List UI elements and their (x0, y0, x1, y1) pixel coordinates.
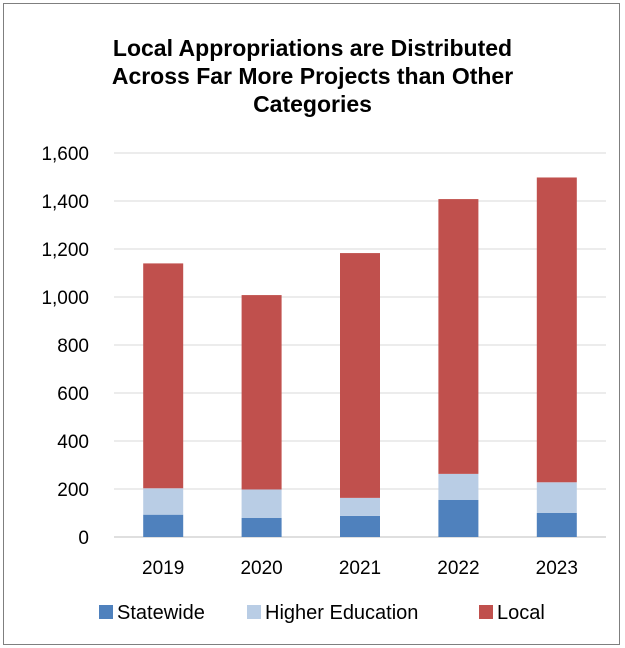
bar-local (241, 295, 282, 490)
y-tick-label: 1,400 (41, 192, 89, 213)
chart-title-line-2: Across Far More Projects than Other (111, 63, 514, 89)
legend-label: Statewide (117, 602, 205, 624)
x-axis-ticks: 2019 2020 2021 2022 2023 (142, 558, 578, 579)
bar-local (340, 253, 380, 498)
bar-higher-education (143, 488, 184, 515)
y-tick-label: 600 (57, 384, 89, 405)
y-axis-ticks: 0 200 400 600 800 1,000 1,200 1,400 1,600 (41, 144, 89, 549)
x-tick-label: 2023 (536, 558, 578, 579)
bar-higher-education (438, 473, 479, 500)
y-tick-label: 0 (78, 528, 89, 549)
bar-higher-education (241, 489, 282, 518)
x-tick-label: 2019 (142, 558, 184, 579)
bar-statewide (438, 499, 479, 537)
chart-title-line-1: Local Appropriations are Distributed (112, 35, 513, 61)
y-tick-label: 1,000 (41, 288, 89, 309)
y-tick-label: 1,200 (41, 240, 89, 261)
bar-local (536, 177, 577, 483)
bar-statewide (536, 513, 577, 537)
bar-statewide (143, 514, 184, 537)
y-tick-label: 1,600 (41, 144, 89, 165)
chart-frame: Local Appropriations are Distributed Acr… (3, 3, 620, 645)
bar-local (143, 263, 184, 489)
y-tick-label: 200 (57, 480, 89, 501)
legend-swatch (247, 605, 261, 619)
legend-swatch (99, 605, 113, 619)
bar-higher-education (536, 482, 577, 513)
chart-title: Local Appropriations are Distributed Acr… (4, 34, 621, 118)
legend-label: Higher Education (265, 602, 418, 624)
bars (143, 177, 577, 537)
x-tick-label: 2022 (437, 558, 479, 579)
y-tick-label: 400 (57, 432, 89, 453)
x-tick-label: 2021 (339, 558, 381, 579)
bar-statewide (340, 515, 380, 537)
bar-statewide (241, 517, 282, 537)
bar-higher-education (340, 497, 380, 516)
x-tick-label: 2020 (240, 558, 282, 579)
chart-title-line-3: Categories (253, 91, 372, 117)
bar-local (438, 199, 479, 474)
legend: Statewide Higher Education Local (99, 602, 545, 624)
legend-label: Local (497, 602, 545, 624)
legend-swatch (479, 605, 493, 619)
y-tick-label: 800 (57, 336, 89, 357)
